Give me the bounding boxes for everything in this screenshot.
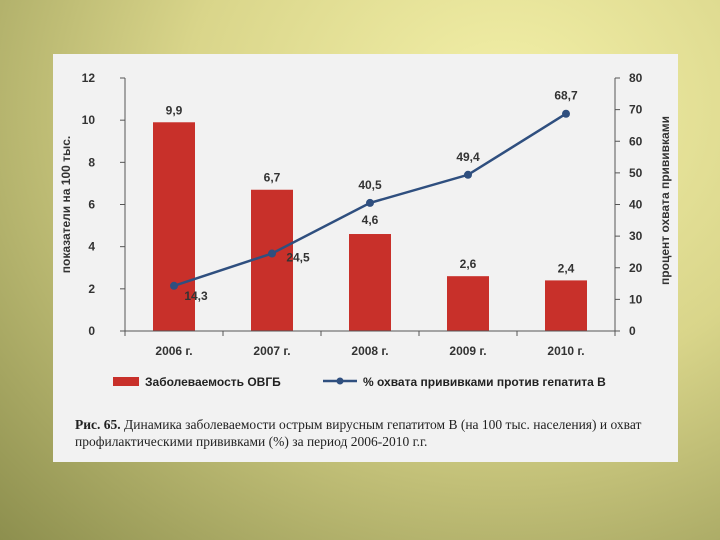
x-tick-label: 2007 г.: [253, 344, 290, 358]
line-point: [464, 170, 472, 179]
y-tick-label: 6: [88, 198, 95, 212]
x-tick-label: 2010 г.: [547, 344, 584, 358]
line-series: 14,3 24,5 40,5 49,4 68,7: [170, 89, 578, 303]
bar: [153, 122, 195, 332]
legend: Заболеваемость ОВГБ % охвата прививками п…: [113, 375, 606, 389]
y-tick-label: 8: [88, 155, 95, 169]
bar-data-label: 6,7: [264, 171, 281, 185]
y2-tick-label: 10: [629, 292, 643, 306]
caption-text: Динамика заболеваемости острым вирусным …: [75, 417, 642, 449]
line-data-label: 40,5: [358, 178, 382, 192]
bar-data-label: 9,9: [166, 103, 183, 117]
bar-series: 9,9 6,7 4,6 2,6 2,4: [153, 103, 587, 332]
line-data-label: 14,3: [184, 289, 208, 303]
line-data-label: 68,7: [554, 89, 578, 103]
x-tick-label: 2009 г.: [449, 344, 486, 358]
line-point: [562, 109, 570, 118]
bar-data-label: 2,4: [558, 261, 575, 275]
line-point: [366, 198, 374, 207]
bar-data-label: 4,6: [362, 213, 379, 227]
y-tick-label: 12: [82, 71, 96, 85]
y2-tick-label: 30: [629, 229, 643, 243]
slide-panel: 9,9 6,7 4,6 2,6 2,4 14,3 24,5 40,5 49,4 68,7 0 2 4…: [53, 54, 678, 462]
legend-label-line: % охвата прививками против гепатита В: [363, 375, 606, 389]
y2-tick-label: 70: [629, 103, 643, 117]
legend-swatch-bar: [113, 377, 139, 386]
figure-caption: Рис. 65. Динамика заболеваемости острым …: [75, 416, 665, 450]
x-tick-label: 2008 г.: [351, 344, 388, 358]
legend-marker-line: [336, 377, 344, 385]
y2-tick-label: 0: [629, 324, 636, 338]
y2-tick-label: 80: [629, 71, 643, 85]
y2-tick-label: 20: [629, 261, 643, 275]
y2-tick-label: 40: [629, 198, 643, 212]
caption-lead: Рис. 65.: [75, 417, 121, 432]
y-tick-label: 0: [88, 324, 95, 338]
y2-tick-label: 60: [629, 134, 643, 148]
bar-data-label: 2,6: [460, 257, 477, 271]
legend-label-bar: Заболеваемость ОВГБ: [145, 375, 281, 389]
line-point: [268, 249, 276, 258]
bar: [545, 280, 587, 331]
bar: [349, 234, 391, 331]
combo-chart: 9,9 6,7 4,6 2,6 2,4 14,3 24,5 40,5 49,4 68,7 0 2 4…: [59, 71, 672, 389]
axes: 0 2 4 6 8 10 12 0 10 20 30 40 50 60 70 80 2006 г. 2007 г.…: [59, 71, 672, 358]
y2-tick-label: 50: [629, 166, 643, 180]
x-tick-label: 2006 г.: [155, 344, 192, 358]
line-data-label: 49,4: [456, 150, 480, 164]
line-data-label: 24,5: [286, 251, 310, 265]
y-tick-label: 10: [82, 113, 96, 127]
bar: [447, 276, 489, 331]
y-tick-label: 4: [88, 240, 95, 254]
y2-axis-title: процент охвата прививками: [658, 116, 672, 285]
y-axis-title: показатели на 100 тыс.: [59, 136, 73, 274]
y-tick-label: 2: [88, 282, 95, 296]
line-point: [170, 281, 178, 290]
bar: [251, 189, 293, 331]
